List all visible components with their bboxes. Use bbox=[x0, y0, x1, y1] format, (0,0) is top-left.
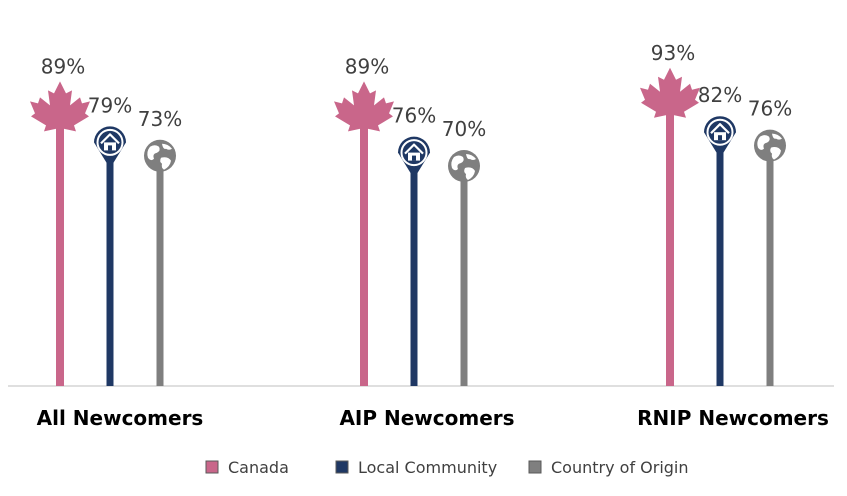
legend-label: Local Community bbox=[358, 458, 497, 477]
data-label: 70% bbox=[442, 117, 486, 141]
bar-stem bbox=[716, 146, 724, 386]
bar-canada bbox=[30, 81, 90, 387]
category-label: RNIP Newcomers bbox=[637, 406, 829, 430]
legend-item: Country of Origin bbox=[528, 458, 689, 477]
data-label: 73% bbox=[138, 107, 182, 131]
globe-icon bbox=[448, 150, 480, 182]
bar-stem bbox=[460, 178, 468, 386]
data-label: 76% bbox=[748, 97, 792, 121]
bar-stem bbox=[156, 167, 164, 386]
category-label: All Newcomers bbox=[37, 406, 204, 430]
bar-country-of-origin bbox=[754, 129, 786, 386]
home-pin-icon bbox=[704, 116, 736, 159]
bar-local-community bbox=[398, 136, 430, 386]
legend-label: Canada bbox=[228, 458, 289, 477]
bar-stem bbox=[766, 157, 774, 386]
legend-label: Country of Origin bbox=[551, 458, 689, 477]
globe-icon bbox=[754, 129, 786, 162]
legend-swatch bbox=[335, 460, 349, 474]
globe-icon bbox=[144, 139, 176, 172]
legend-swatch bbox=[528, 460, 542, 474]
data-label: 89% bbox=[345, 54, 389, 78]
bar-stem bbox=[360, 127, 368, 387]
bar-country-of-origin bbox=[144, 139, 176, 386]
legend-item: Local Community bbox=[335, 458, 497, 477]
bar-local-community bbox=[94, 126, 126, 386]
bar-stem bbox=[410, 166, 418, 386]
maple-leaf-icon bbox=[640, 67, 700, 128]
data-label: 82% bbox=[698, 83, 742, 107]
data-label: 76% bbox=[392, 104, 436, 128]
bar-canada bbox=[640, 67, 700, 387]
legend-item: Canada bbox=[205, 458, 289, 477]
data-label: 79% bbox=[88, 93, 132, 117]
bar-local-community bbox=[704, 116, 736, 386]
category-label: AIP Newcomers bbox=[339, 406, 514, 430]
data-label: 93% bbox=[651, 41, 695, 65]
bar-stem bbox=[666, 113, 674, 387]
bar-stem bbox=[106, 156, 114, 386]
legend-swatch bbox=[205, 460, 219, 474]
home-pin-icon bbox=[398, 136, 430, 179]
maple-leaf-icon bbox=[334, 81, 394, 142]
bar-country-of-origin bbox=[448, 150, 480, 386]
bar-stem bbox=[56, 127, 64, 387]
maple-leaf-icon bbox=[30, 81, 90, 142]
bar-canada bbox=[334, 81, 394, 387]
home-pin-icon bbox=[94, 126, 126, 169]
data-label: 89% bbox=[41, 54, 85, 78]
